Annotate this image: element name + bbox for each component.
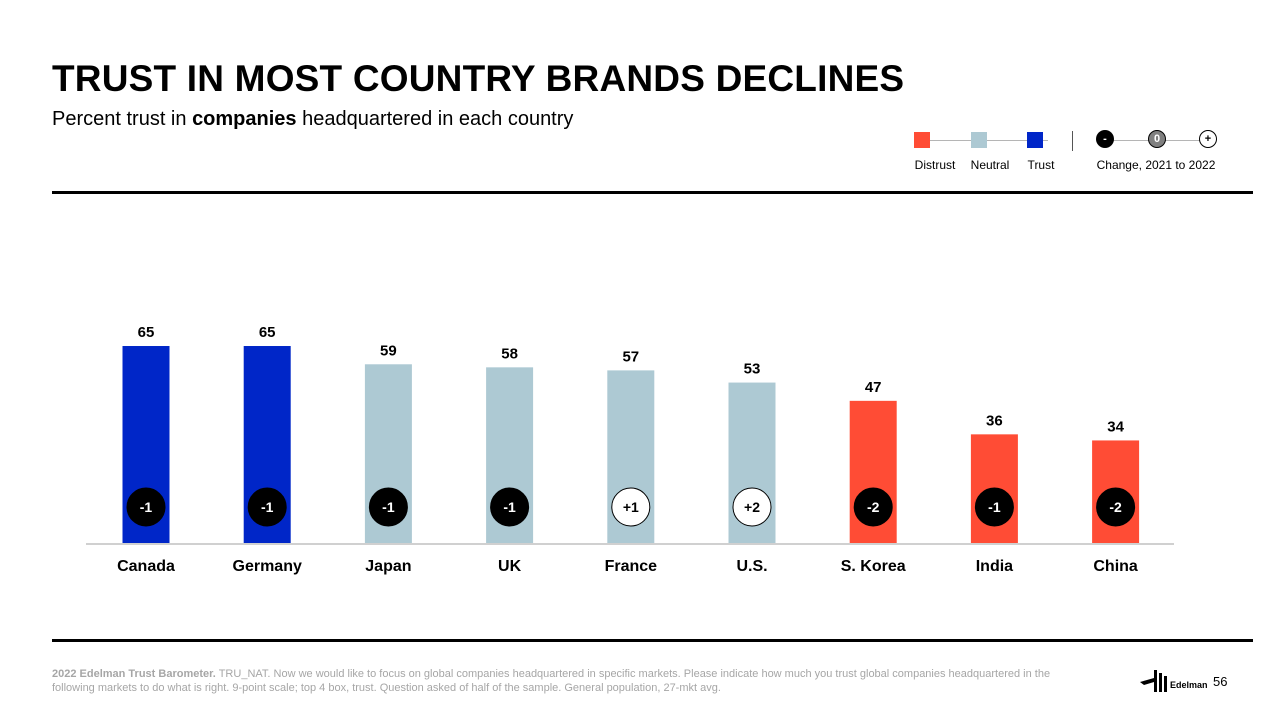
- category-label: Canada: [117, 558, 175, 575]
- value-label: 47: [865, 379, 882, 396]
- legend-distrust-label: Distrust: [914, 158, 956, 172]
- change-label: +1: [623, 499, 639, 515]
- page-number: 56: [1213, 674, 1228, 689]
- value-label: 58: [501, 345, 518, 362]
- category-label: China: [1093, 558, 1138, 575]
- change-label: -2: [867, 499, 880, 515]
- value-label: 57: [622, 348, 639, 365]
- change-label: -2: [1109, 499, 1122, 515]
- legend-neutral-label: Neutral: [970, 158, 1010, 172]
- subtitle-bold: companies: [192, 108, 297, 130]
- change-badge: [126, 487, 166, 527]
- category-label: India: [976, 558, 1013, 575]
- category-label: UK: [498, 558, 522, 575]
- subtitle-post: headquartered in each country: [296, 108, 574, 130]
- change-badge: [611, 487, 651, 527]
- legend-separator: [1072, 131, 1073, 151]
- category-label: S. Korea: [841, 558, 906, 575]
- legend-change-label: Change, 2021 to 2022: [1096, 158, 1216, 172]
- value-label: 34: [1107, 418, 1124, 435]
- page-title: TRUST IN MOST COUNTRY BRANDS DECLINES: [52, 58, 905, 99]
- change-label: +2: [744, 499, 760, 515]
- source-note: 2022 Edelman Trust Barometer. TRU_NAT. N…: [52, 667, 1052, 695]
- change-label: -1: [382, 499, 395, 515]
- legend-plus-dot: +: [1199, 130, 1217, 148]
- change-badge: [490, 487, 530, 527]
- change-badge: [732, 487, 772, 527]
- change-label: -1: [261, 499, 274, 515]
- legend-trust-swatch: [1027, 132, 1043, 148]
- category-label: Japan: [365, 558, 411, 575]
- change-label: -1: [988, 499, 1001, 515]
- change-badge: [974, 487, 1014, 527]
- logo-wordmark: Edelman: [1170, 680, 1208, 690]
- value-label: 53: [744, 361, 761, 378]
- value-label: 65: [259, 324, 276, 341]
- legend-zero-dot: 0: [1148, 130, 1166, 148]
- change-badge: [853, 487, 893, 527]
- legend-minus-dot: -: [1096, 130, 1114, 148]
- change-badge: [368, 487, 408, 527]
- subtitle-pre: Percent trust in: [52, 108, 193, 130]
- source-text: TRU_NAT. Now we would like to focus on g…: [52, 668, 1051, 694]
- category-label: France: [605, 558, 658, 575]
- chart-legend: Distrust Neutral Trust - 0 + Change, 202…: [900, 128, 1240, 178]
- value-label: 59: [380, 342, 397, 359]
- change-badge: [247, 487, 287, 527]
- change-label: -1: [140, 499, 153, 515]
- value-label: 65: [138, 324, 155, 341]
- legend-distrust-swatch: [914, 132, 930, 148]
- source-bold: 2022 Edelman Trust Barometer.: [52, 668, 216, 680]
- bar-chart: 65 -1 Canada 65 -1 Germany 59 -1 Japan 58 -1 UK 57 +1…: [86, 324, 1174, 575]
- page-subtitle: Percent trust in companies headquartered…: [52, 108, 573, 131]
- category-label: Germany: [233, 558, 302, 575]
- change-label: -1: [503, 499, 516, 515]
- bottom-divider: [52, 639, 1253, 642]
- legend-trust-label: Trust: [1027, 158, 1055, 172]
- category-label: U.S.: [736, 558, 767, 575]
- edelman-logo-icon: Edelman: [1140, 670, 1208, 692]
- top-divider: [52, 191, 1253, 194]
- value-label: 36: [986, 412, 1003, 429]
- legend-neutral-swatch: [971, 132, 987, 148]
- change-badge: [1096, 487, 1136, 527]
- edelman-logo: Edelman: [1140, 668, 1210, 694]
